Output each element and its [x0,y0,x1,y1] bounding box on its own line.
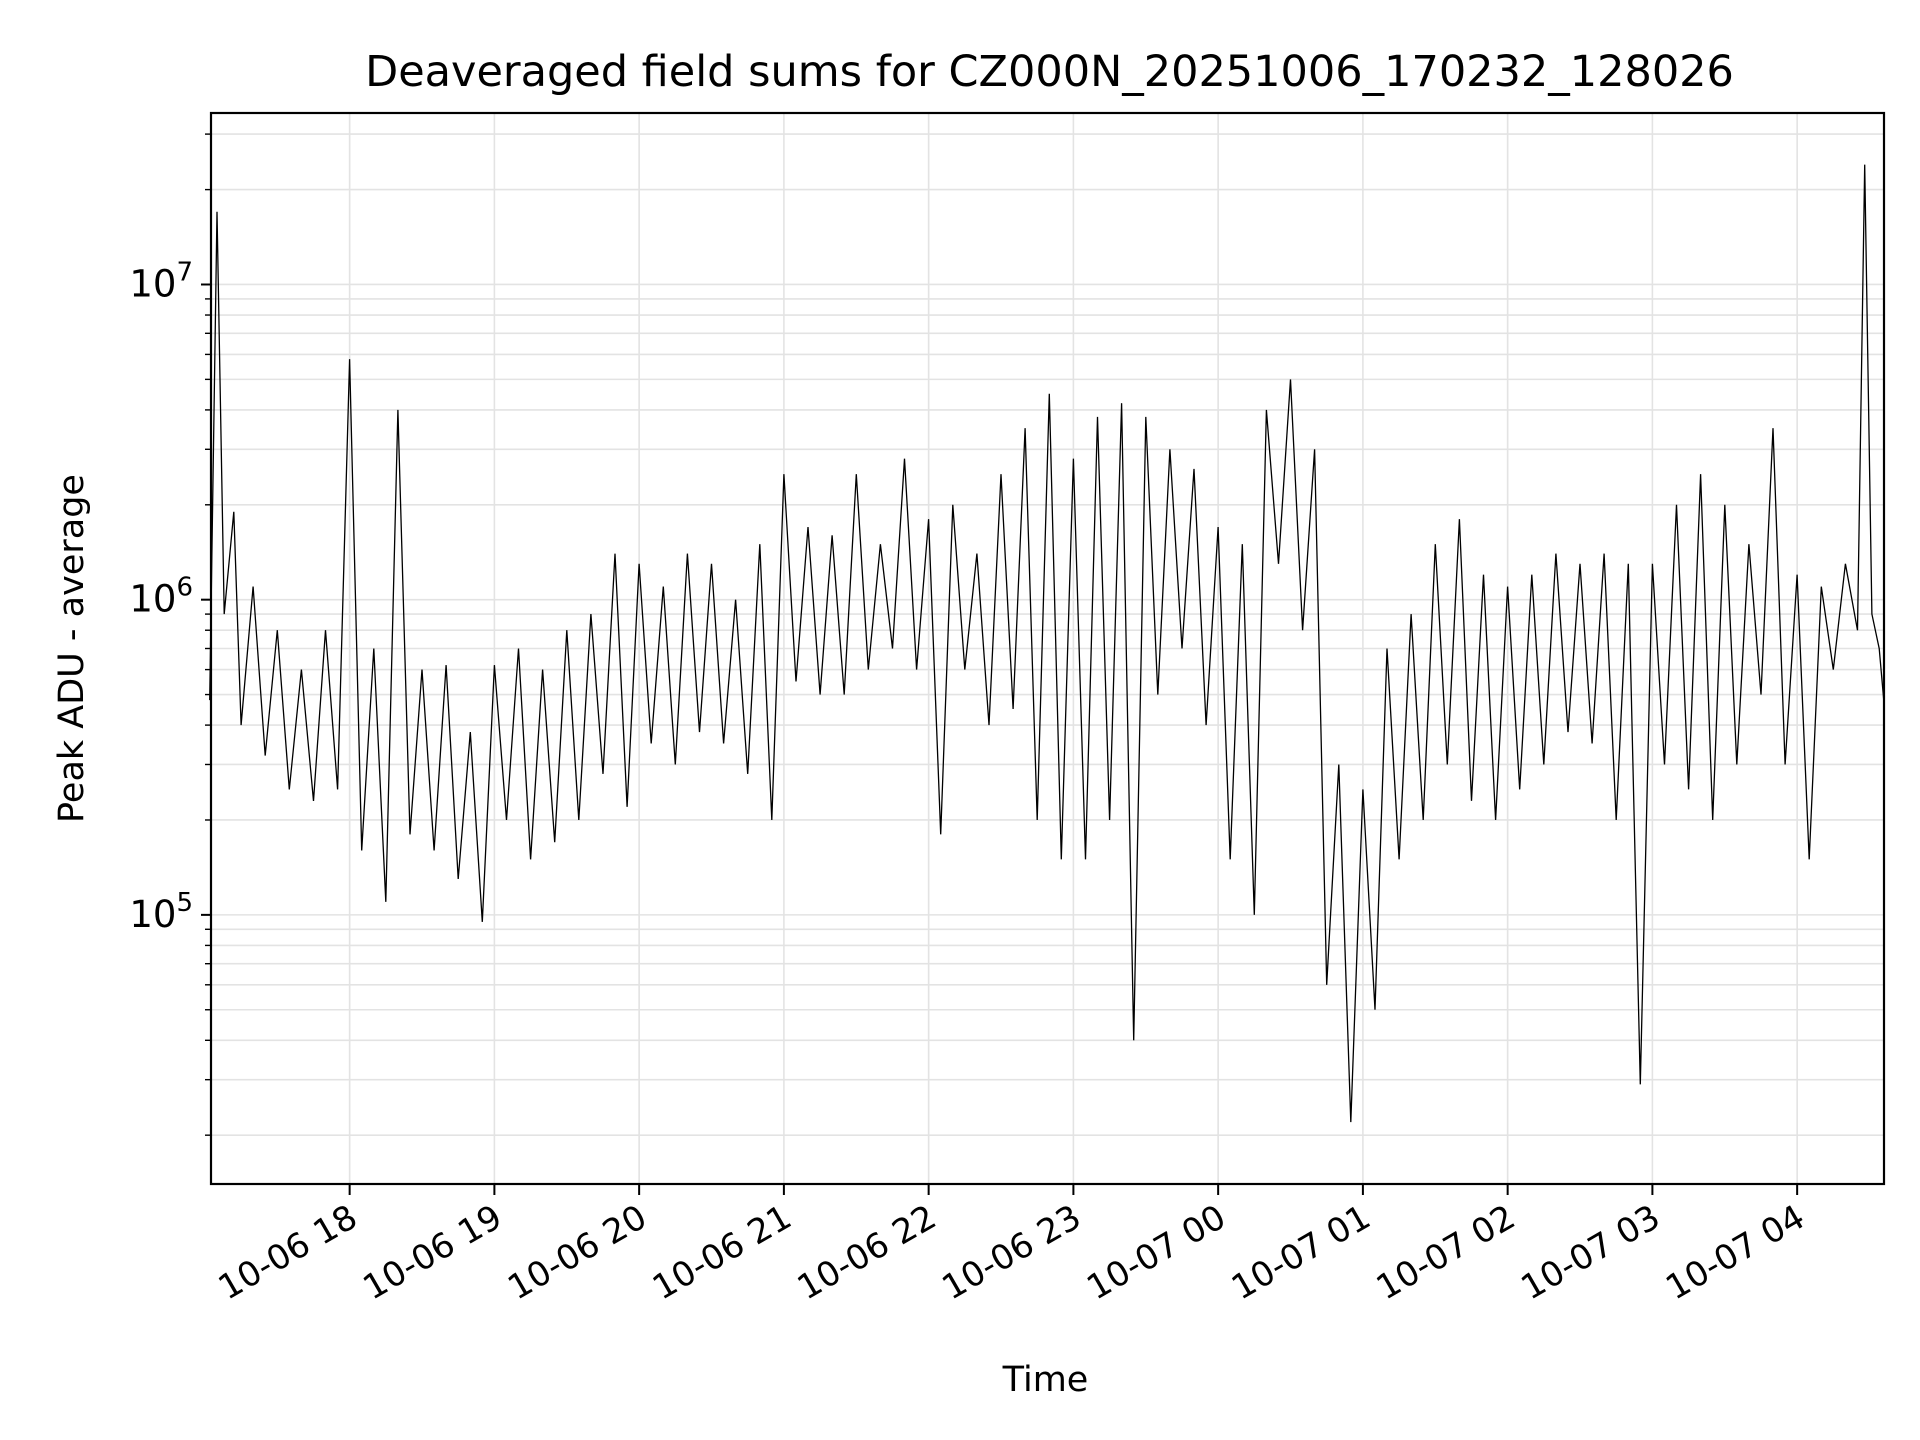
y-tick-label-base: 10 [129,262,176,305]
x-tick-label: 10-06 18 [212,1197,364,1308]
x-tick-label: 10-06 21 [646,1197,798,1308]
series-layer [209,164,1885,1123]
y-tick-label-exponent: 5 [176,888,193,918]
y-tick-label-base: 10 [129,893,176,936]
y-tick-label: 107 [129,257,193,305]
x-tick-label: 10-06 20 [501,1197,653,1308]
series-line-0 [209,164,1885,1123]
y-tick-label: 106 [129,573,193,621]
y-tick-label-exponent: 6 [176,573,193,603]
x-axis-label: Time [1002,1360,1089,1400]
grid [211,113,1884,1184]
y-tick-label-exponent: 7 [176,257,193,287]
x-tick-label: 10-07 03 [1515,1197,1667,1308]
x-tick-label: 10-06 23 [936,1197,1088,1308]
x-tick-label: 10-06 22 [791,1197,943,1308]
x-tick-label: 10-07 04 [1659,1197,1811,1308]
x-tick-label: 10-07 02 [1370,1197,1522,1308]
x-tick-label: 10-07 00 [1080,1197,1232,1308]
y-tick-label: 105 [129,888,193,936]
y-axis-label: Peak ADU - average [52,474,92,823]
x-tick-label: 10-07 01 [1225,1197,1377,1308]
y-tick-label-base: 10 [129,578,176,621]
x-tick-label: 10-06 19 [356,1197,508,1308]
chart-title: Deaveraged field sums for CZ000N_2025100… [365,47,1734,97]
